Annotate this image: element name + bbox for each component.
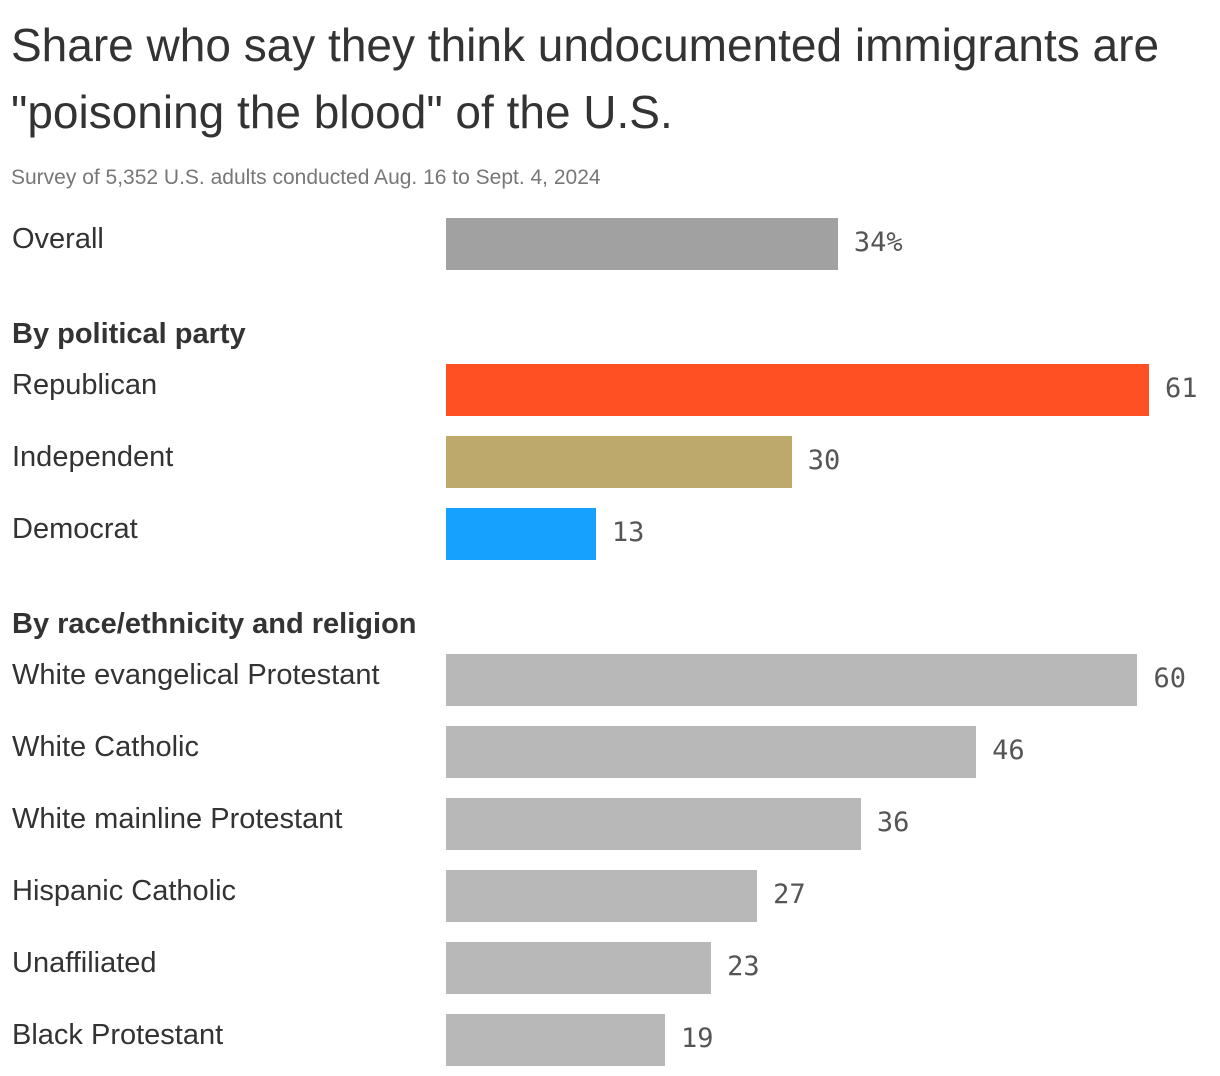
data-label: 30 (807, 445, 841, 476)
data-label: 46 (992, 735, 1025, 766)
bar (446, 870, 758, 922)
data-label: 60 (1153, 663, 1186, 694)
data-label: 19 (680, 1023, 714, 1054)
bar (446, 436, 792, 488)
data-label: 34% (853, 227, 903, 258)
bar (446, 508, 596, 560)
category-label: Overall (12, 223, 104, 255)
category-label: White evangelical Protestant (12, 659, 380, 691)
bar (446, 218, 838, 270)
category-label: Independent (12, 441, 174, 473)
bar (446, 726, 977, 778)
data-label: 61 (1165, 373, 1198, 404)
bar (446, 1014, 665, 1066)
category-label: Hispanic Catholic (12, 875, 237, 907)
bar (446, 364, 1149, 416)
bar (446, 798, 861, 850)
chart-subtitle: Survey of 5,352 U.S. adults conducted Au… (11, 166, 601, 189)
group-header: By political party (12, 318, 246, 350)
category-label: White Catholic (12, 731, 199, 763)
category-label: White mainline Protestant (12, 803, 343, 835)
group-header: By race/ethnicity and religion (12, 608, 417, 640)
chart-title: Share who say they think undocumented im… (11, 19, 1160, 138)
data-label: 23 (727, 951, 760, 982)
category-label: Unaffiliated (12, 947, 157, 979)
bar (446, 942, 712, 994)
category-label: Black Protestant (12, 1019, 224, 1051)
data-label: 36 (876, 807, 910, 838)
category-label: Democrat (12, 513, 138, 545)
data-label: 27 (773, 879, 806, 910)
category-label: Republican (12, 369, 158, 401)
bar (446, 654, 1138, 706)
data-label: 13 (611, 517, 645, 548)
